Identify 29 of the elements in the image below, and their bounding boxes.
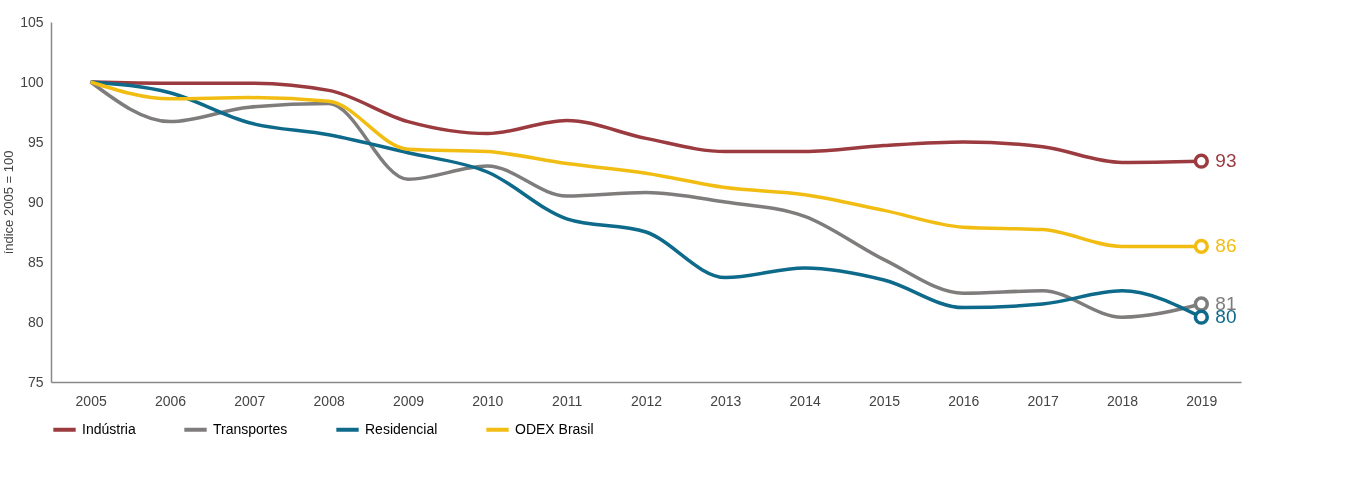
- y-tick-label: 90: [27, 193, 44, 210]
- x-tick-label: 2008: [313, 392, 345, 409]
- x-tick-label: 2011: [552, 392, 583, 409]
- x-tick-label: 2015: [868, 392, 901, 409]
- x-tick-label: 2005: [75, 392, 107, 409]
- y-tick-label: 100: [20, 73, 44, 90]
- legend-label: Indústria: [82, 420, 136, 437]
- x-tick-label: 2010: [472, 392, 504, 409]
- y-tick-label: 105: [20, 13, 44, 30]
- x-tick-label: 2012: [630, 392, 663, 409]
- y-tick-label: 85: [27, 253, 44, 270]
- y-tick-label: 75: [27, 373, 44, 390]
- x-tick-label: 2014: [789, 392, 821, 409]
- y-axis-title: índice 2005 = 100: [1, 150, 17, 255]
- y-tick-label: 95: [27, 133, 44, 150]
- x-tick-label: 2019: [1186, 392, 1218, 409]
- x-tick-label: 2017: [1027, 392, 1059, 409]
- legend-label: ODEX Brasil: [515, 420, 594, 437]
- x-tick-label: 2006: [154, 392, 187, 409]
- x-tick-label: 2009: [392, 392, 425, 409]
- legend-label: Residencial: [365, 420, 438, 437]
- x-tick-label: 2013: [710, 392, 742, 409]
- y-tick-label: 80: [27, 313, 44, 330]
- data-label: 93: [1215, 150, 1237, 172]
- legend-label: Transportes: [213, 420, 288, 437]
- x-tick-label: 2018: [1106, 392, 1139, 409]
- x-tick-label: 2016: [948, 392, 980, 409]
- data-label: 86: [1215, 235, 1237, 257]
- x-tick-label: 2007: [234, 392, 266, 409]
